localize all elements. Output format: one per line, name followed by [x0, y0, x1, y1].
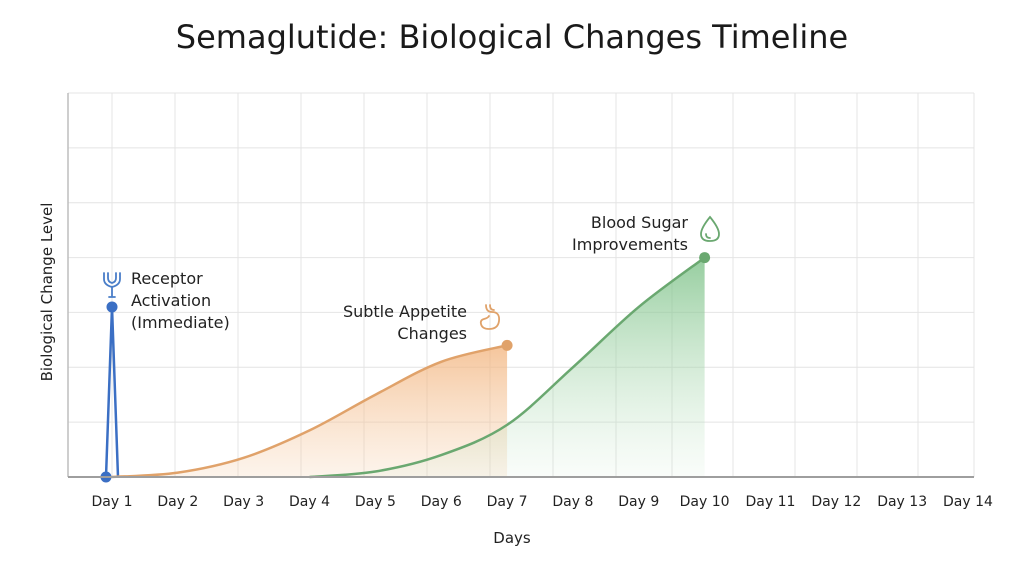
x-tick-label: Day 10	[680, 494, 730, 510]
annotation-text: Subtle Appetite	[343, 302, 467, 321]
series-line-1	[111, 344, 508, 479]
annotation-text: Blood Sugar	[591, 213, 689, 232]
x-tick-label: Day 1	[91, 494, 132, 510]
droplet-icon	[700, 215, 720, 242]
receptor-icon	[103, 272, 121, 298]
receptor-peak-point	[106, 301, 118, 313]
x-tick-label: Day 6	[421, 494, 462, 510]
x-tick-label: Day 7	[487, 494, 528, 510]
x-tick-label: Day 4	[289, 494, 330, 510]
x-axis-label: Days	[493, 529, 531, 547]
x-tick-label: Day 12	[811, 494, 861, 510]
x-tick-label: Day 11	[746, 494, 796, 510]
chart-title: Semaglutide: Biological Changes Timeline	[175, 18, 849, 56]
x-tick-label: Day 9	[618, 494, 659, 510]
annotation-text: (Immediate)	[131, 313, 230, 332]
annotation-text: Receptor	[131, 269, 203, 288]
axes	[67, 93, 974, 478]
annotation-text: Improvements	[572, 235, 688, 254]
series-endpoint-2	[699, 252, 711, 264]
series-endpoint-1	[501, 339, 513, 351]
stomach-icon	[479, 304, 501, 330]
x-tick-label: Day 5	[355, 494, 396, 510]
x-tick-label: Day 8	[552, 494, 593, 510]
y-axis-label: Biological Change Level	[38, 203, 56, 382]
x-tick-label: Day 2	[157, 494, 198, 510]
x-tick-label: Day 3	[223, 494, 264, 510]
annotation-text: Changes	[397, 324, 467, 343]
x-tick-label: Day 14	[943, 494, 993, 510]
series-line-2	[309, 256, 706, 479]
x-tick-label: Day 13	[877, 494, 927, 510]
annotation-text: Activation	[131, 291, 211, 310]
series-area-2	[309, 257, 705, 477]
